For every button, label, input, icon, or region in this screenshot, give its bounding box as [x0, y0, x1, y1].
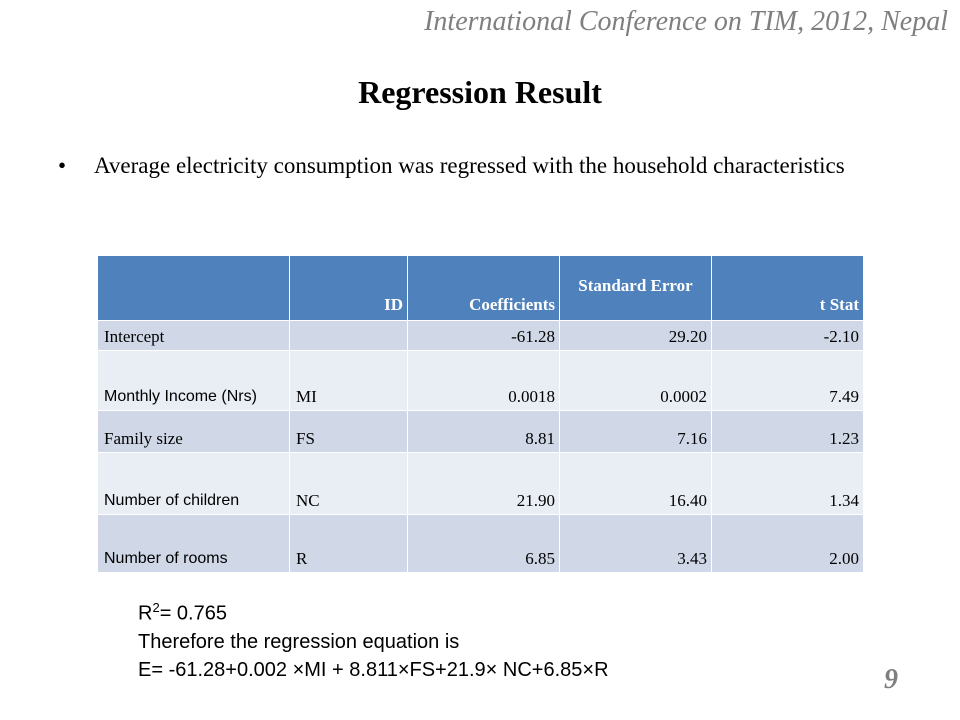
row-id: NC: [289, 452, 408, 515]
row-standard-error: 16.40: [559, 452, 712, 515]
row-t-stat: -2.10: [711, 320, 864, 351]
header-label: [97, 256, 290, 321]
bullet-text: Average electricity consumption was regr…: [94, 153, 845, 178]
row-standard-error: 3.43: [559, 514, 712, 573]
conference-header: International Conference on TIM, 2012, N…: [424, 6, 948, 37]
row-id: [289, 320, 408, 351]
r-squared-exponent: 2: [152, 600, 160, 615]
row-id: R: [289, 514, 408, 573]
regression-equation: E= -61.28+0.002 ×MI + 8.811×FS+21.9× NC+…: [138, 658, 609, 681]
row-standard-error: 29.20: [559, 320, 712, 351]
row-coefficient: 0.0018: [407, 350, 560, 411]
r-squared-label: R: [138, 602, 153, 625]
table-row: Monthly Income (Nrs) MI 0.0018 0.0002 7.…: [97, 350, 864, 411]
row-label: Number of children: [97, 452, 290, 515]
regression-summary: R2= 0.765 Therefore the regression equat…: [138, 594, 609, 684]
regression-table: ID Coefficients Standard Error t Stat In…: [97, 256, 864, 573]
row-coefficient: 8.81: [407, 410, 560, 453]
header-t-stat: t Stat: [711, 256, 864, 321]
table-row: Number of rooms R 6.85 3.43 2.00: [97, 514, 864, 573]
header-standard-error: Standard Error: [559, 256, 712, 321]
row-standard-error: 7.16: [559, 410, 712, 453]
table-row: Number of children NC 21.90 16.40 1.34: [97, 452, 864, 515]
table-row: Family size FS 8.81 7.16 1.23: [97, 410, 864, 453]
r-squared-value: = 0.765: [159, 602, 227, 625]
row-label: Intercept: [97, 320, 290, 351]
row-id: FS: [289, 410, 408, 453]
row-label: Monthly Income (Nrs): [97, 350, 290, 411]
slide-title: Regression Result: [358, 74, 602, 110]
row-t-stat: 7.49: [711, 350, 864, 411]
row-id: MI: [289, 350, 408, 411]
r-squared: R2= 0.765: [138, 594, 609, 628]
row-t-stat: 1.23: [711, 410, 864, 453]
page-number: 9: [884, 664, 898, 695]
bullet-marker: •: [58, 153, 67, 178]
row-coefficient: 6.85: [407, 514, 560, 573]
row-t-stat: 1.34: [711, 452, 864, 515]
table-header-row: ID Coefficients Standard Error t Stat: [97, 256, 864, 321]
header-id: ID: [289, 256, 408, 321]
row-standard-error: 0.0002: [559, 350, 712, 411]
table-row: Intercept -61.28 29.20 -2.10: [97, 320, 864, 351]
header-coefficients: Coefficients: [407, 256, 560, 321]
equation-intro: Therefore the regression equation is: [138, 630, 460, 653]
row-label: Family size: [97, 410, 290, 453]
row-coefficient: -61.28: [407, 320, 560, 351]
row-t-stat: 2.00: [711, 514, 864, 573]
row-coefficient: 21.90: [407, 452, 560, 515]
row-label: Number of rooms: [97, 514, 290, 573]
